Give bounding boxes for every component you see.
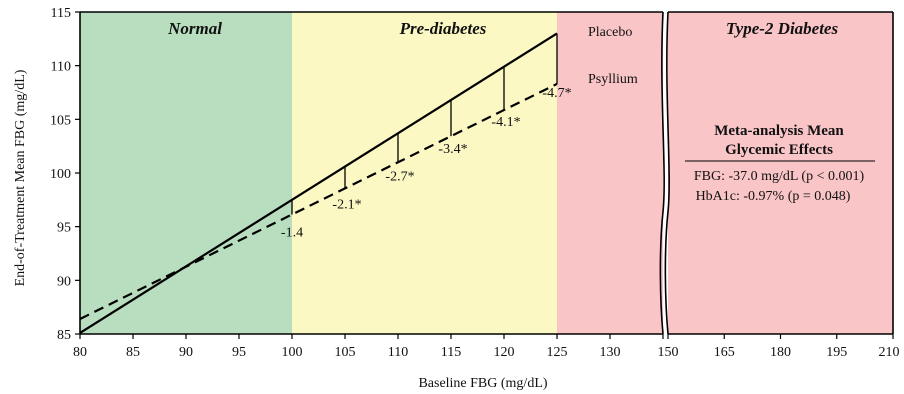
series-line-psyllium bbox=[79, 82, 558, 320]
difference-label: -3.4* bbox=[438, 142, 467, 157]
series-label-psyllium: Psyllium bbox=[588, 72, 638, 87]
x-tick-label: 120 bbox=[494, 345, 515, 360]
x-tick-label: 80 bbox=[73, 345, 87, 360]
x-tick-label: 210 bbox=[879, 345, 900, 360]
zone-title-normal: Normal bbox=[167, 19, 222, 38]
x-tick-label: 105 bbox=[335, 345, 356, 360]
difference-label: -2.7* bbox=[385, 169, 414, 184]
y-tick-label: 110 bbox=[51, 60, 71, 75]
meta-fbg-line: FBG: -37.0 mg/dL (p < 0.001) bbox=[694, 169, 865, 184]
x-tick-label: 150 bbox=[658, 345, 679, 360]
x-tick-label: 90 bbox=[179, 345, 193, 360]
x-tick-label: 115 bbox=[441, 345, 461, 360]
difference-label: -1.4 bbox=[281, 226, 303, 241]
x-tick-label: 130 bbox=[600, 345, 621, 360]
axis-break-right bbox=[664, 11, 670, 335]
difference-label: -4.7* bbox=[542, 86, 571, 101]
zone-type-2-diabetes bbox=[557, 12, 893, 334]
x-axis-ticks: 80 85 90 95 100 105 110 115 120 125 130 150 165 180 19… bbox=[73, 334, 900, 360]
y-axis-title: End-of-Treatment Mean FBG (mg/dL) bbox=[13, 69, 28, 286]
x-tick-label: 195 bbox=[826, 345, 847, 360]
zone-backgrounds bbox=[80, 10, 893, 336]
zone-normal bbox=[80, 12, 292, 334]
zone-title-type2-diabetes: Type-2 Diabetes bbox=[726, 19, 839, 38]
axis-break-gap bbox=[663, 10, 668, 336]
difference-labels: -1.4 -2.1* -2.7* -3.4* -4.1* -4.7* bbox=[281, 86, 572, 241]
meta-hba1c-line: HbA1c: -0.97% (p = 0.048) bbox=[696, 189, 851, 204]
zone-title-prediabetes: Pre-diabetes bbox=[399, 19, 487, 38]
plot-marks bbox=[79, 32, 558, 334]
x-tick-label: 110 bbox=[388, 345, 408, 360]
y-tick-label: 115 bbox=[51, 6, 71, 21]
y-tick-label: 105 bbox=[50, 113, 71, 128]
x-tick-label: 95 bbox=[232, 345, 246, 360]
x-tick-label: 100 bbox=[282, 345, 303, 360]
meta-title-line1: Meta-analysis Mean bbox=[714, 123, 844, 139]
y-tick-label: 95 bbox=[57, 221, 71, 236]
x-tick-label: 165 bbox=[714, 345, 735, 360]
difference-label: -2.1* bbox=[332, 197, 361, 212]
zone-pre-diabetes bbox=[292, 12, 557, 334]
series-label-placebo: Placebo bbox=[588, 25, 632, 40]
axis-break-left bbox=[659, 11, 665, 335]
y-tick-label: 100 bbox=[50, 167, 71, 182]
x-tick-label: 125 bbox=[547, 345, 568, 360]
meta-title-line2: Glycemic Effects bbox=[725, 142, 833, 158]
y-tick-label: 85 bbox=[57, 328, 71, 343]
y-tick-label: 90 bbox=[57, 274, 71, 289]
series-line-placebo bbox=[79, 32, 558, 334]
y-axis-ticks: 85 90 95 100 105 110 115 bbox=[50, 6, 80, 343]
x-tick-label: 85 bbox=[126, 345, 140, 360]
difference-label: -4.1* bbox=[491, 115, 520, 130]
x-axis-title: Baseline FBG (mg/dL) bbox=[418, 376, 547, 391]
x-tick-label: 180 bbox=[770, 345, 791, 360]
